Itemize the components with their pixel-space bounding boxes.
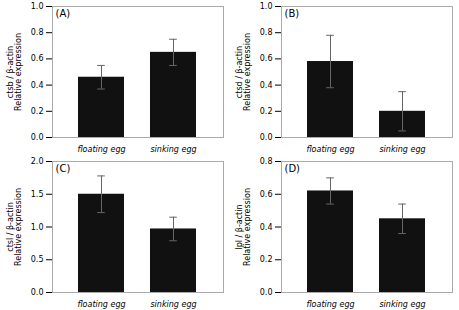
svg-text:2.0: 2.0 <box>31 157 44 166</box>
svg-text:(C): (C) <box>56 163 71 174</box>
svg-text:0.0: 0.0 <box>260 288 273 297</box>
svg-text:0.2: 0.2 <box>31 107 44 116</box>
svg-text:0.4: 0.4 <box>260 223 273 232</box>
svg-text:0.0: 0.0 <box>31 133 44 142</box>
svg-text:sinking egg: sinking egg <box>150 300 196 309</box>
svg-text:0.4: 0.4 <box>260 81 273 90</box>
svg-text:0.8: 0.8 <box>260 157 273 166</box>
svg-text:floating egg: floating egg <box>306 300 354 309</box>
svg-text:ctsd / β-actinRelative express: ctsd / β-actinRelative expression <box>235 33 252 111</box>
svg-text:0.2: 0.2 <box>260 107 273 116</box>
svg-text:0.5: 0.5 <box>31 255 44 264</box>
svg-text:(D): (D) <box>285 163 301 174</box>
svg-text:0.6: 0.6 <box>31 54 44 63</box>
svg-text:ctsb / β-actinRelative express: ctsb / β-actinRelative expression <box>6 33 23 111</box>
svg-text:1.0: 1.0 <box>31 2 44 11</box>
svg-text:(A): (A) <box>56 8 71 19</box>
svg-text:0.6: 0.6 <box>260 190 273 199</box>
svg-text:floating egg: floating egg <box>77 300 125 309</box>
svg-text:0.2: 0.2 <box>260 255 273 264</box>
svg-text:0.0: 0.0 <box>260 133 273 142</box>
svg-text:sinking egg: sinking egg <box>379 300 425 309</box>
svg-text:sinking egg: sinking egg <box>379 145 425 154</box>
svg-text:0.0: 0.0 <box>31 288 44 297</box>
svg-text:floating egg: floating egg <box>77 145 125 154</box>
svg-text:1.0: 1.0 <box>260 2 273 11</box>
svg-text:0.6: 0.6 <box>260 54 273 63</box>
svg-text:(B): (B) <box>285 8 300 19</box>
svg-text:0.4: 0.4 <box>31 81 44 90</box>
svg-text:lpl / β-actinRelative expressi: lpl / β-actinRelative expression <box>235 188 252 266</box>
svg-text:1.5: 1.5 <box>31 190 44 199</box>
svg-text:sinking egg: sinking egg <box>150 145 196 154</box>
svg-text:1.0: 1.0 <box>31 223 44 232</box>
svg-text:floating egg: floating egg <box>306 145 354 154</box>
svg-text:ctsl / β-actinRelative express: ctsl / β-actinRelative expression <box>6 188 23 266</box>
svg-text:0.8: 0.8 <box>260 28 273 37</box>
svg-text:0.8: 0.8 <box>31 28 44 37</box>
